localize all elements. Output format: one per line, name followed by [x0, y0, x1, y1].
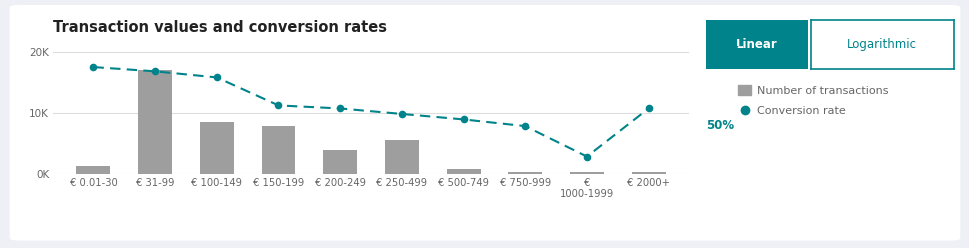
Bar [200, 122, 234, 174]
Bar [570, 172, 604, 174]
Text: 100%: 100% [705, 45, 741, 58]
Text: Logarithmic: Logarithmic [846, 38, 917, 51]
Text: Linear: Linear [735, 38, 777, 51]
Bar [138, 70, 172, 174]
Text: Transaction values and conversion rates: Transaction values and conversion rates [53, 20, 387, 35]
Legend: Number of transactions, Conversion rate: Number of transactions, Conversion rate [737, 85, 888, 117]
Bar [508, 172, 542, 174]
Bar [323, 151, 357, 174]
Bar [631, 172, 665, 174]
Bar [385, 140, 419, 174]
Bar [77, 166, 110, 174]
Bar [446, 169, 480, 174]
Bar [262, 126, 296, 174]
Text: 50%: 50% [705, 119, 734, 132]
